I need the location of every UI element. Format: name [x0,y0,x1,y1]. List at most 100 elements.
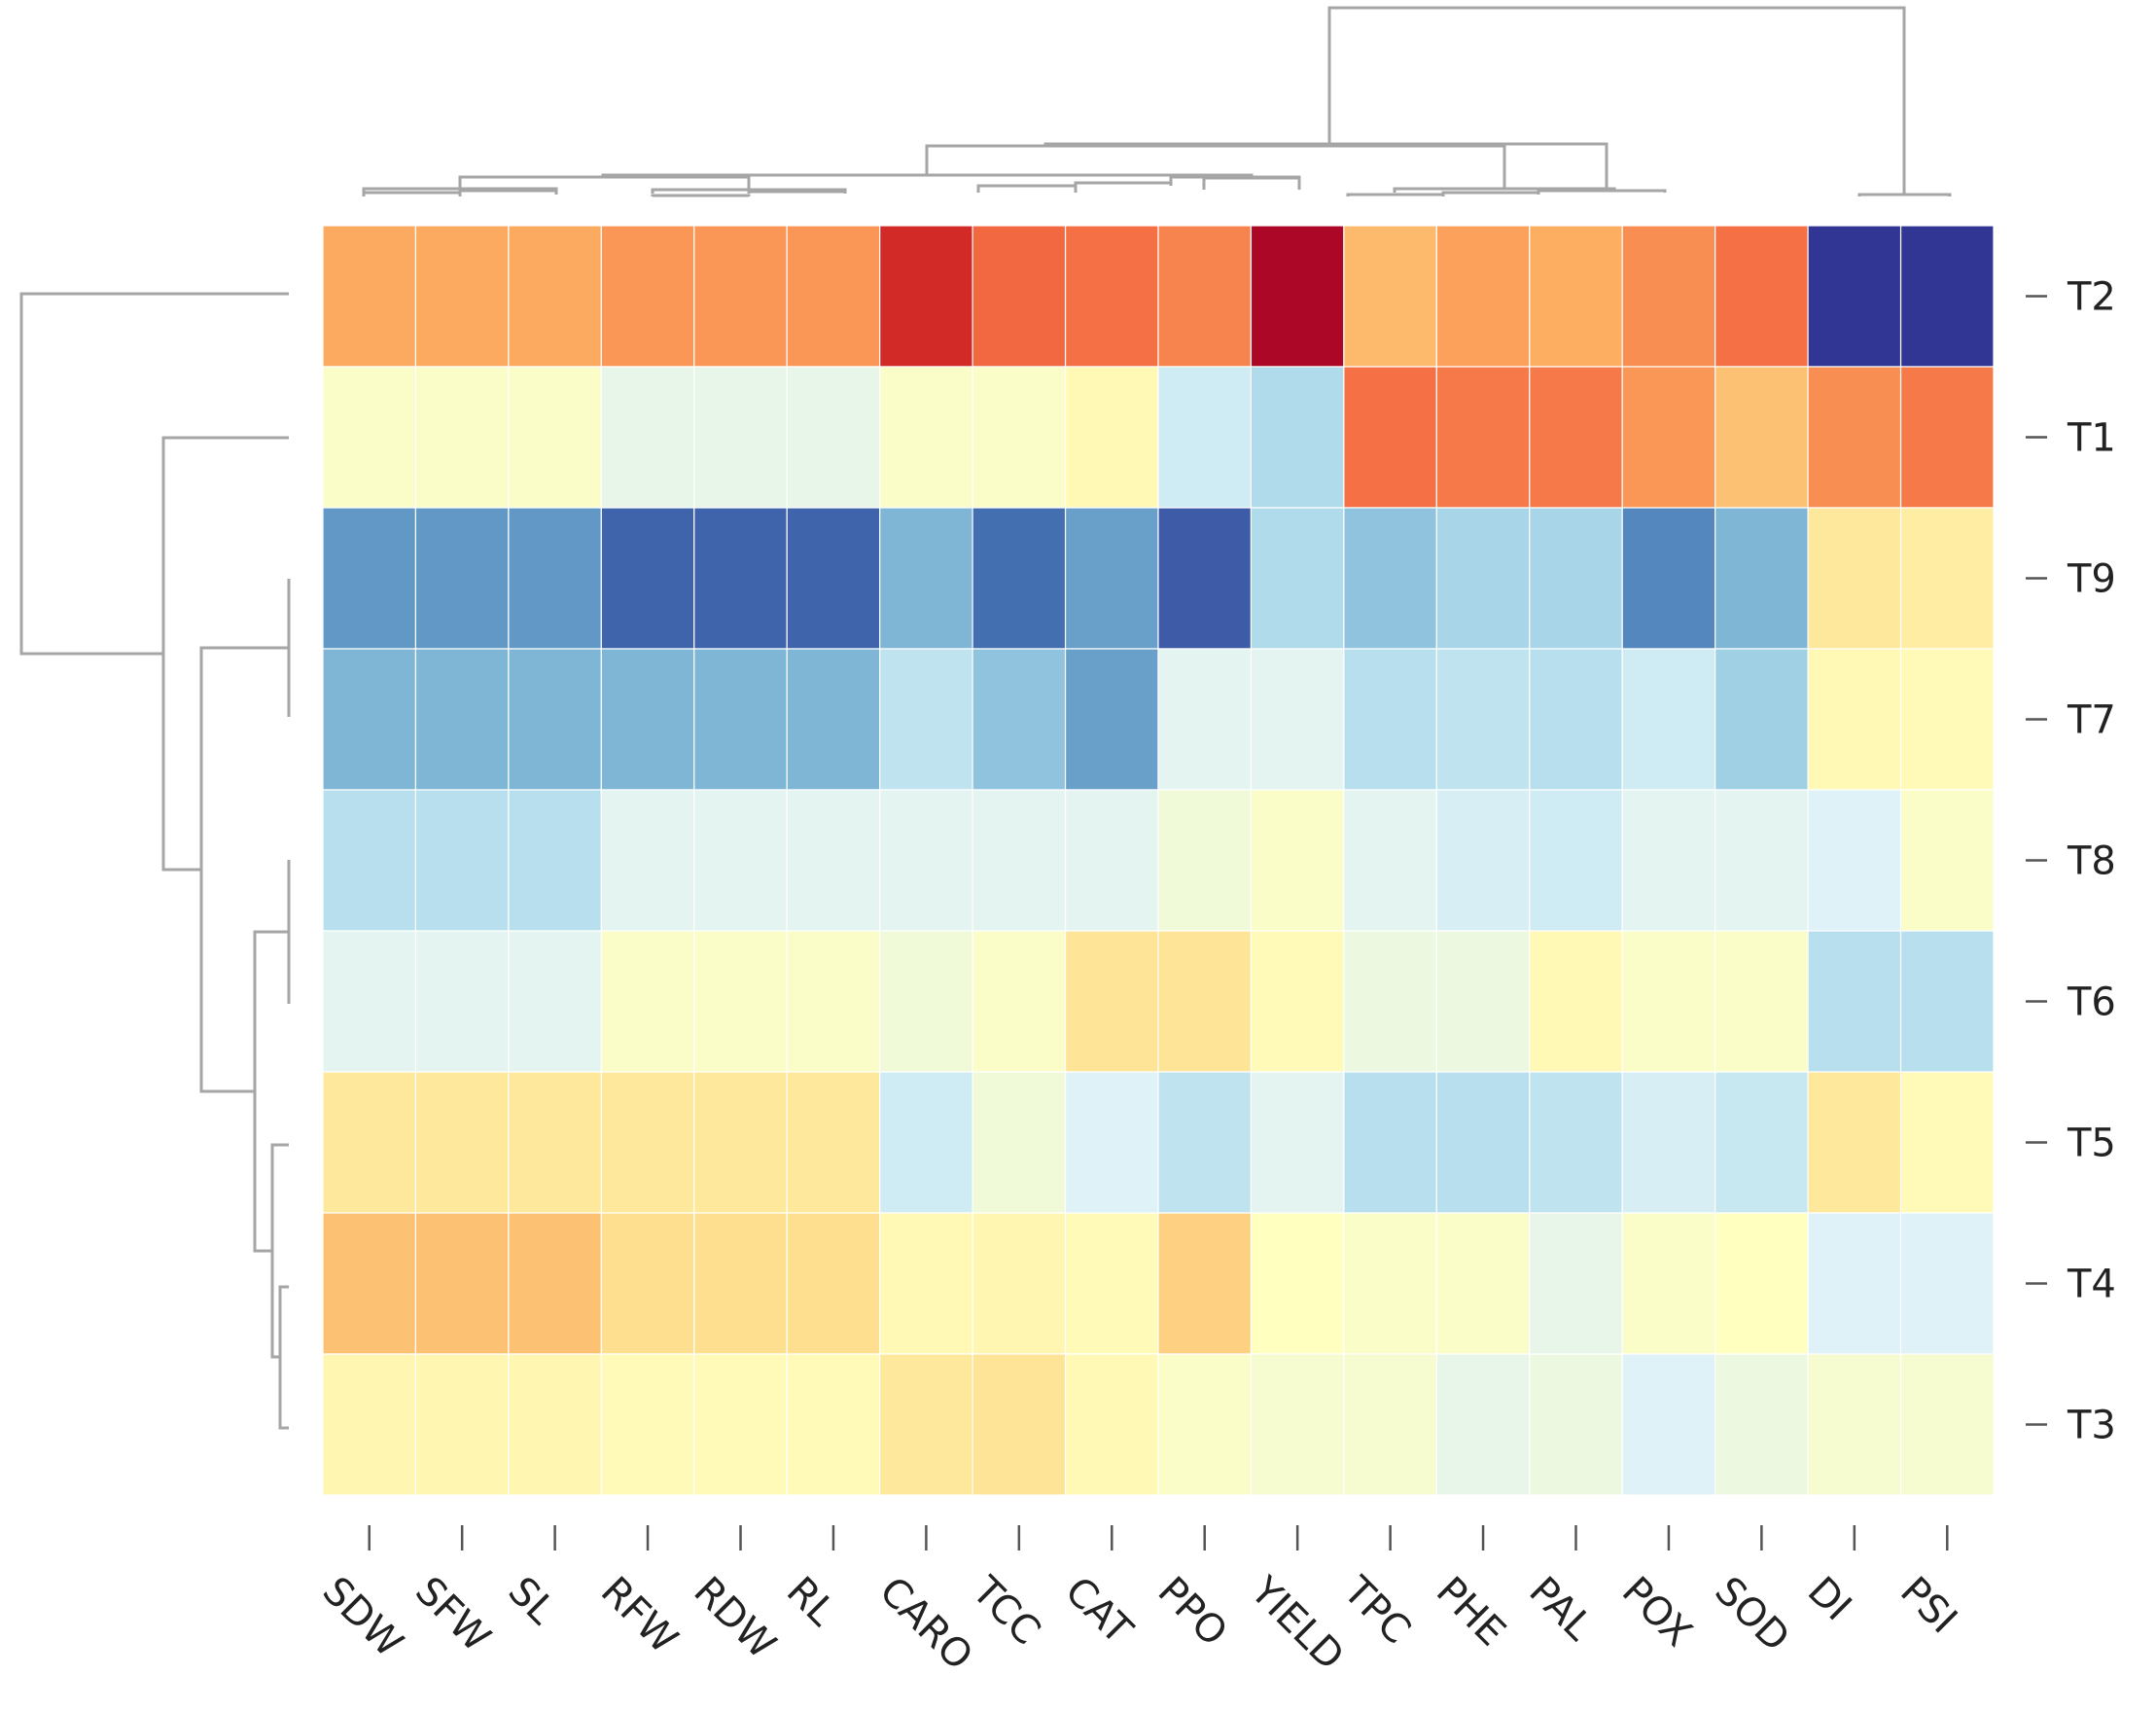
cell-T4-PAL [1529,1212,1623,1355]
cell-T6-DI [1807,930,1902,1073]
cell-T3-SL [508,1353,602,1496]
cell-T3-SDW [322,1353,417,1496]
cell-T2-RL [786,225,881,368]
cell-T2-PPO [1157,225,1253,368]
cell-T5-SFW [414,1071,510,1214]
cell-T4-PSI [1899,1212,1995,1355]
column-dendrogram-link-1 [362,191,462,196]
cell-T6-PAL [1529,930,1623,1073]
cell-T7-TPC [1343,648,1437,791]
cell-T9-CAT [1064,507,1159,650]
row-label-T1: T1 [2067,416,2116,461]
column-dendrogram-link-14 [1441,191,1540,195]
cell-T7-SFW [414,648,510,791]
column-dendrogram-link-19 [1043,142,1608,189]
cell-T1-RL [786,366,881,509]
cell-T2-SOD [1714,225,1809,368]
cell-T9-PAL [1529,507,1623,650]
row-label-T6: T6 [2067,980,2116,1025]
cell-T4-RFW [600,1212,695,1355]
cell-T3-PHE [1435,1353,1531,1496]
row-label-T4: T4 [2067,1263,2116,1307]
cell-T1-SL [508,366,602,509]
cell-T5-PSI [1899,1071,1995,1214]
row-label-T2: T2 [2067,275,2116,320]
cell-T7-TCC [972,648,1067,791]
cell-T9-PSI [1899,507,1995,650]
cell-T7-SL [508,648,602,791]
cell-T8-TCC [972,789,1067,932]
cell-T4-PPO [1157,1212,1253,1355]
cell-T9-SOD [1714,507,1809,650]
cell-T4-SL [508,1212,602,1355]
row-label-T7: T7 [2067,698,2116,743]
cell-T1-TCC [972,366,1067,509]
cell-T4-PHE [1435,1212,1531,1355]
cell-T1-CARO [879,366,973,509]
cell-T5-TCC [972,1071,1067,1214]
row-dendrogram-link-7 [161,436,289,872]
cell-T9-PHE [1435,507,1531,650]
column-label-TPC: TPC [1334,1568,1419,1653]
cell-T7-DI [1807,648,1902,791]
column-label-YIELD: YIELD [1241,1568,1352,1679]
cell-T3-PAL [1529,1353,1623,1496]
cell-T4-DI [1807,1212,1902,1355]
cell-T8-SOD [1714,789,1809,932]
cell-T1-CAT [1064,366,1159,509]
cell-T9-SDW [322,507,417,650]
cell-T2-PHE [1435,225,1531,368]
column-label-SFW: SFW [406,1569,499,1661]
cell-T2-DI [1807,225,1902,368]
column-dendrogram-link-9 [1074,181,1173,186]
cell-T2-CARO [879,225,973,368]
column-label-PHE: PHE [1428,1569,1514,1656]
row-dendrogram-link-8 [19,292,289,656]
cell-T2-TPC [1343,225,1437,368]
cell-T9-DI [1807,507,1902,650]
cell-T9-TPC [1343,507,1437,650]
cell-T7-SDW [322,648,417,791]
cell-T1-SOD [1714,366,1809,509]
cell-T7-RL [786,648,881,791]
cell-T6-CARO [879,930,973,1073]
cell-T9-CARO [879,507,973,650]
cell-T7-YIELD [1250,648,1345,791]
cell-T1-TPC [1343,366,1437,509]
cell-T7-PSI [1899,648,1995,791]
cell-T3-RL [786,1353,881,1496]
column-dendrogram-link-5 [747,190,847,194]
cell-T3-PPO [1157,1353,1253,1496]
cell-T4-YIELD [1250,1212,1345,1355]
cell-T1-PAL [1529,366,1623,509]
cell-T3-TCC [972,1353,1067,1496]
cell-T6-CAT [1064,930,1159,1073]
cell-T6-SOD [1714,930,1809,1073]
cell-T7-CAT [1064,648,1159,791]
cell-T7-CARO [879,648,973,791]
cell-T3-RFW [600,1353,695,1496]
cell-T8-SFW [414,789,510,932]
cell-T1-PPO [1157,366,1253,509]
cell-T5-RFW [600,1071,695,1214]
column-label-CAT: CAT [1056,1569,1141,1654]
cell-T8-CAT [1064,789,1159,932]
column-label-RL: RL [778,1569,844,1635]
cell-T6-TPC [1343,930,1437,1073]
cell-T2-PSI [1899,225,1995,368]
column-label-PAL: PAL [1520,1569,1601,1650]
cell-T9-RFW [600,507,695,650]
cell-T1-RFW [600,366,695,509]
column-label-SDW: SDW [314,1569,411,1666]
cell-T6-YIELD [1250,930,1345,1073]
cell-T9-SFW [414,507,510,650]
cell-T8-TPC [1343,789,1437,932]
cell-T3-RDW [693,1353,788,1496]
cell-T9-RL [786,507,881,650]
cell-T6-TCC [972,930,1067,1073]
cell-T6-SDW [322,930,417,1073]
cell-T2-SL [508,225,602,368]
cell-T1-RDW [693,366,788,509]
cell-T5-CARO [879,1071,973,1214]
